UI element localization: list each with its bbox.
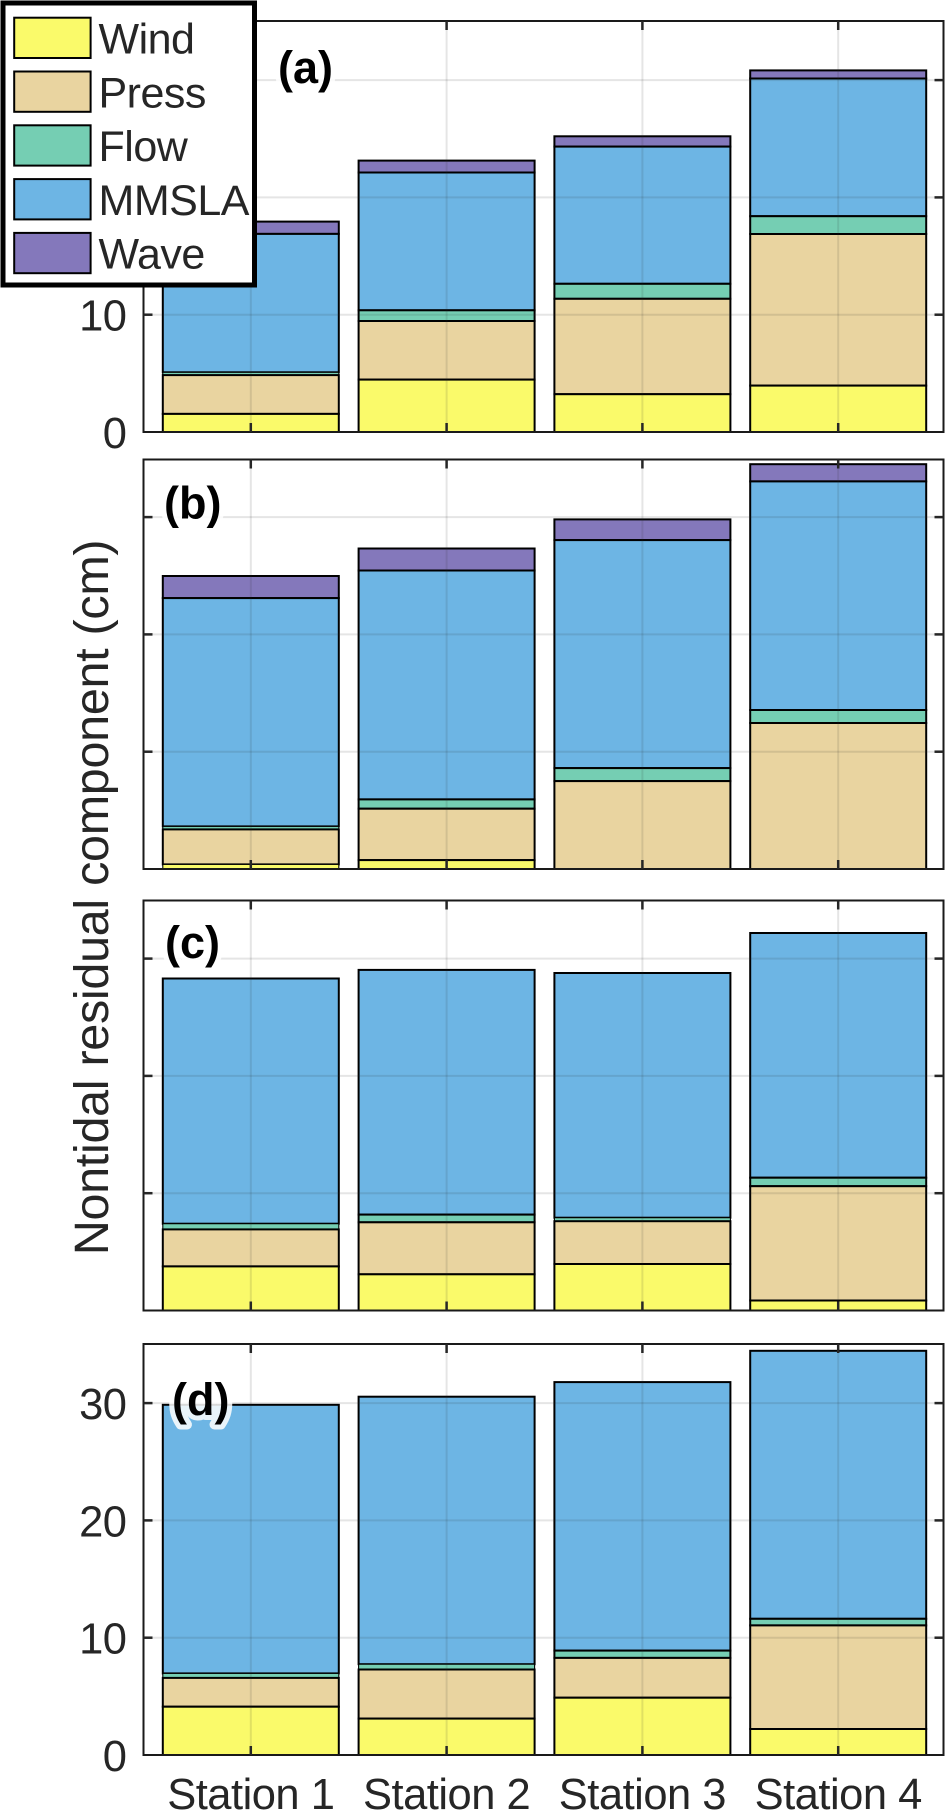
svg-text:(a): (a) xyxy=(278,42,333,93)
svg-text:(c): (c) xyxy=(165,917,220,968)
svg-text:Press: Press xyxy=(99,69,206,117)
svg-text:Wind: Wind xyxy=(99,16,195,64)
svg-text:(d): (d) xyxy=(172,1374,229,1425)
svg-text:(d): (d) xyxy=(172,1374,229,1425)
svg-text:Station 3: Station 3 xyxy=(559,1771,726,1819)
svg-text:Wave: Wave xyxy=(99,231,205,279)
svg-text:Nontidal residual component (c: Nontidal residual component (cm) xyxy=(65,540,119,1256)
svg-text:Flow: Flow xyxy=(99,123,189,171)
svg-text:30: 30 xyxy=(79,1381,126,1429)
svg-text:(c): (c) xyxy=(165,917,220,968)
svg-text:0: 0 xyxy=(103,410,127,458)
svg-text:10: 10 xyxy=(79,1616,126,1664)
svg-text:Station 2: Station 2 xyxy=(363,1771,530,1819)
svg-text:20: 20 xyxy=(79,1498,126,1546)
svg-text:0: 0 xyxy=(103,1733,127,1781)
svg-text:(a): (a) xyxy=(278,42,333,93)
svg-text:Station 1: Station 1 xyxy=(167,1771,334,1819)
svg-text:(b): (b) xyxy=(164,478,221,529)
svg-text:Station 4: Station 4 xyxy=(755,1771,922,1819)
svg-text:(b): (b) xyxy=(164,478,221,529)
svg-text:10: 10 xyxy=(79,293,126,341)
svg-text:MMSLA: MMSLA xyxy=(99,177,250,225)
